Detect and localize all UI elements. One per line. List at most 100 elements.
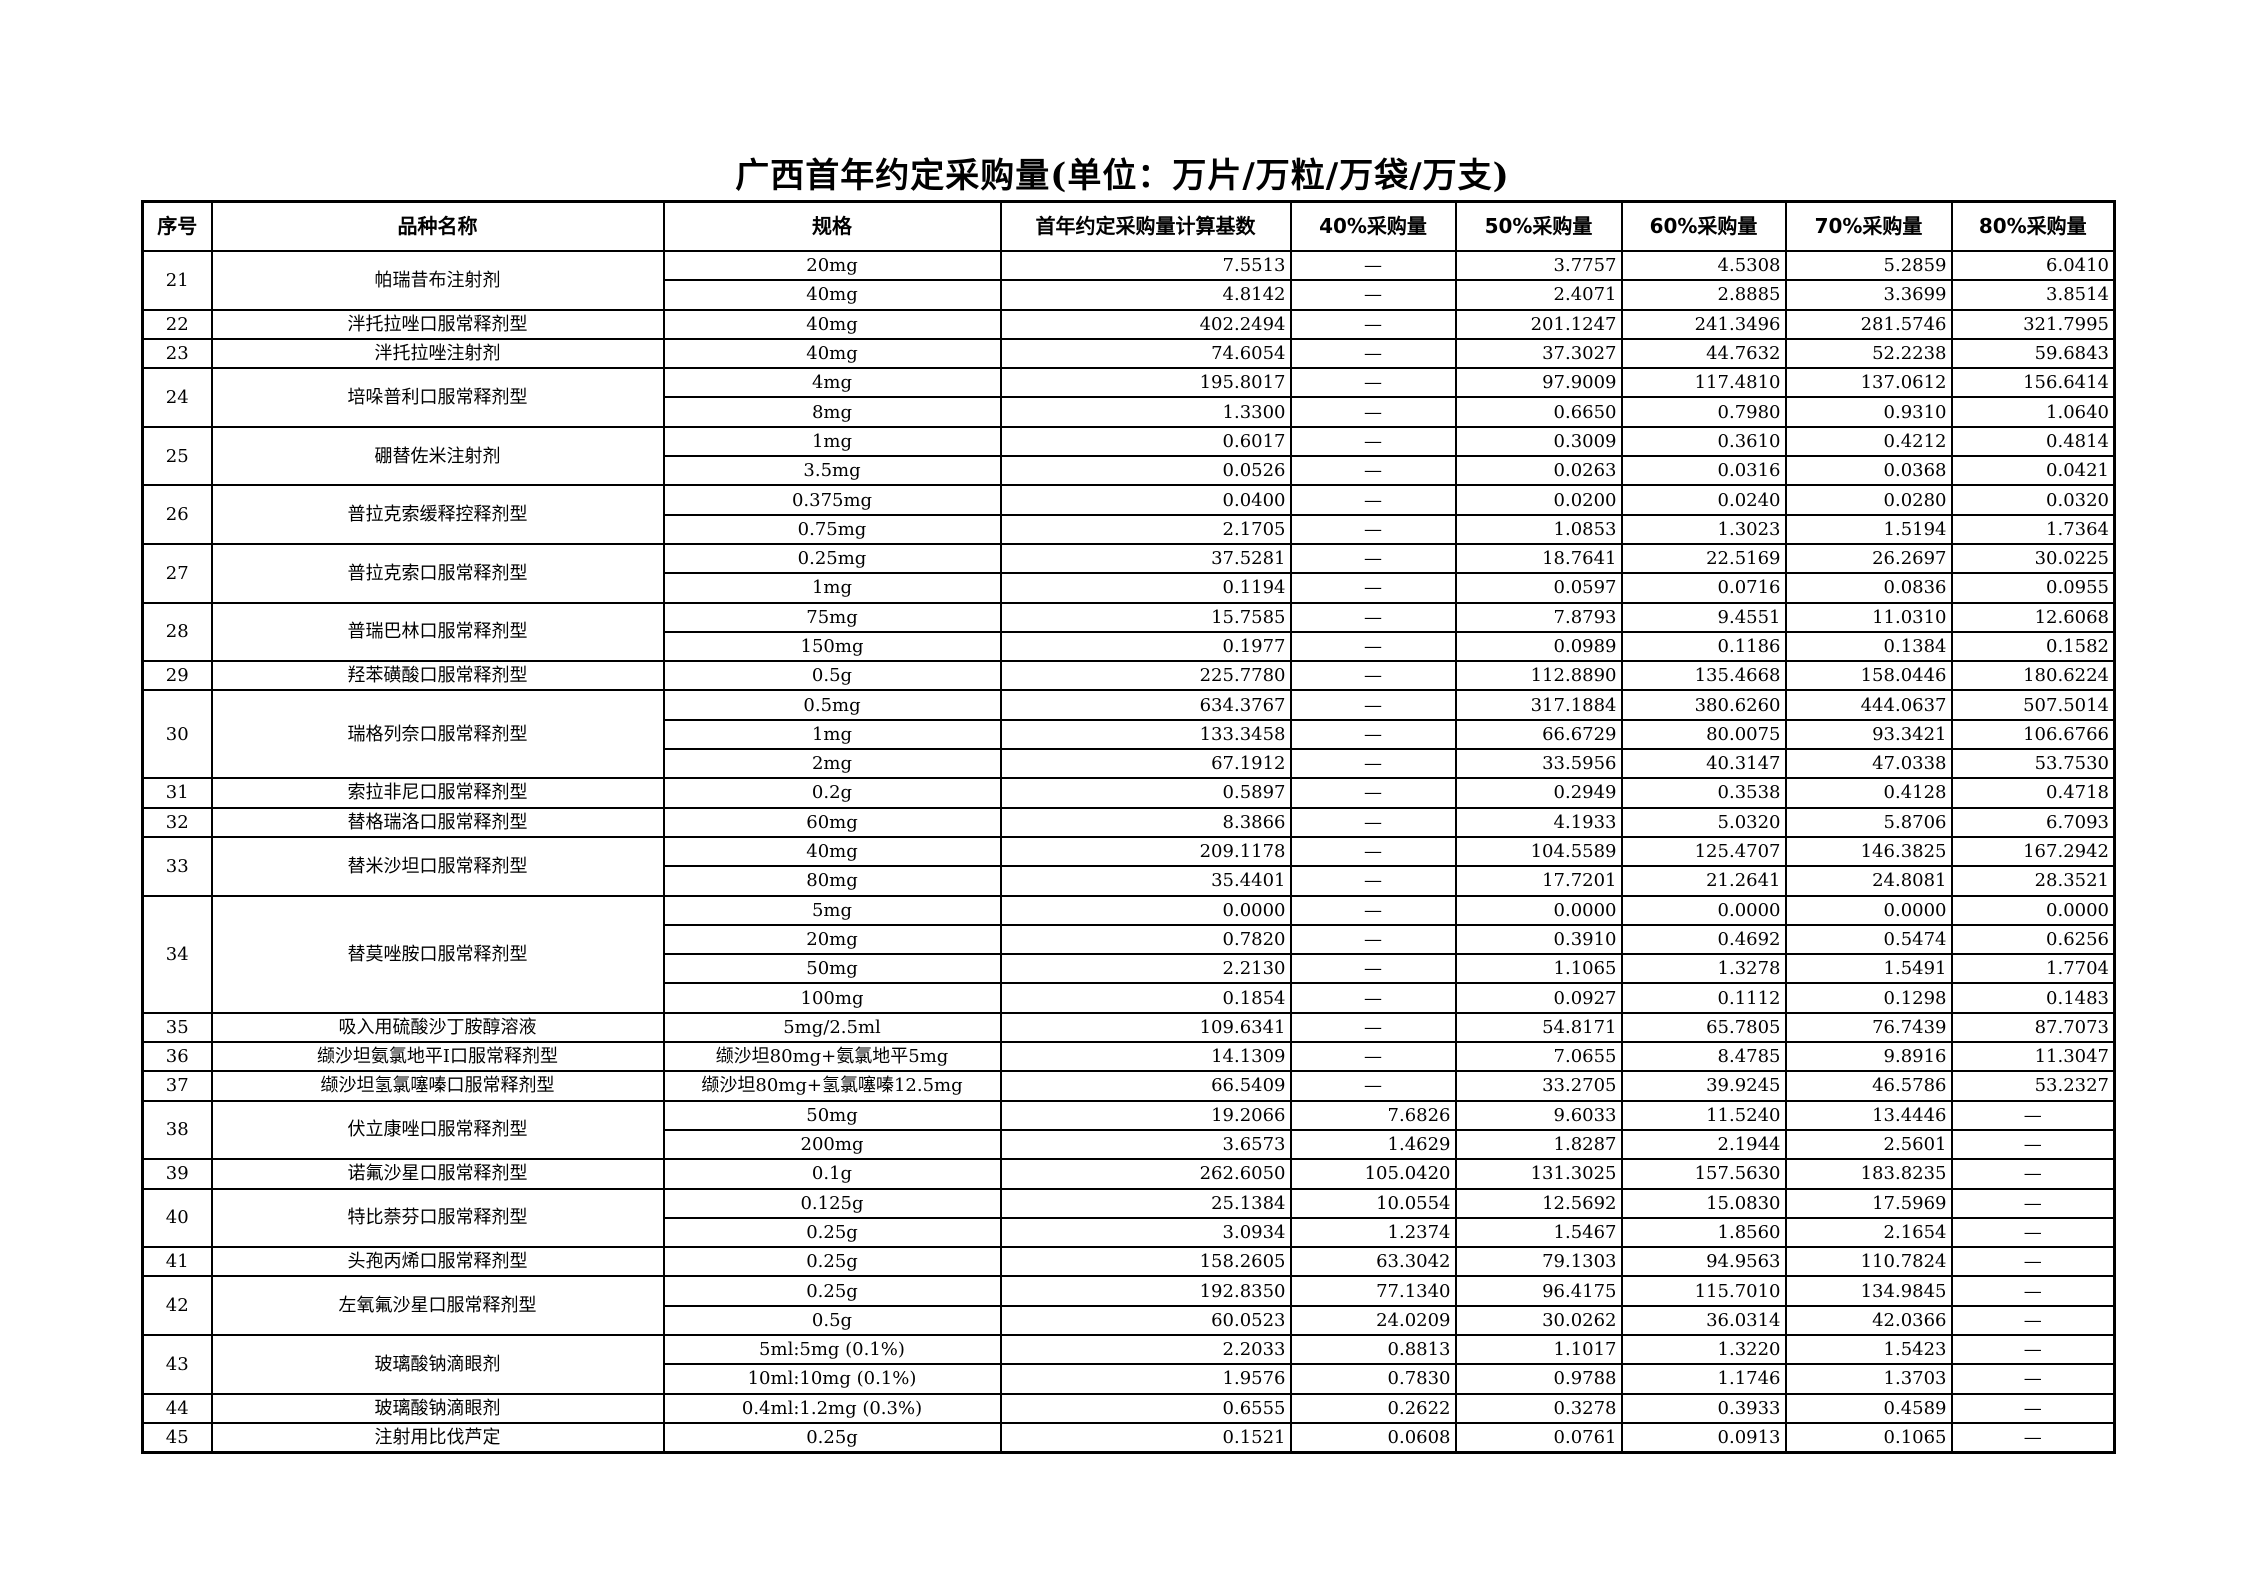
- table-row: 1mg 0.1194—0.0597 0.0716 0.0836 0.0955: [143, 572, 2116, 604]
- cell-qty-50: 3.7757: [1454, 249, 1623, 282]
- item-name: 培哚普利口服常释剂型: [210, 367, 665, 428]
- cell-qty-50: 37.3027: [1454, 337, 1623, 370]
- item-number: 33: [141, 835, 213, 897]
- cell-base: 74.6054: [999, 337, 1292, 370]
- cell-qty-40: —: [1289, 455, 1457, 487]
- cell-qty-40: 77.1340: [1289, 1275, 1457, 1307]
- cell-spec: 5mg/2.5ml: [662, 1011, 1002, 1044]
- item-number: 34: [141, 894, 213, 1014]
- cell-qty-70: 134.9845: [1784, 1275, 1953, 1307]
- cell-qty-40: —: [1289, 542, 1457, 575]
- cell-qty-40: —: [1289, 367, 1457, 399]
- cell-spec: 0.25g: [662, 1216, 1002, 1249]
- table-row: 10ml:10mg (0.1%) 1.9576 0.7830 0.9788 1.1746…: [143, 1363, 2116, 1395]
- cell-qty-40: —: [1289, 396, 1457, 428]
- cell-qty-80: 11.3047: [1950, 1041, 2116, 1073]
- cell-spec: 0.5g: [662, 1304, 1002, 1336]
- cell-qty-80: 167.2942: [1950, 835, 2116, 868]
- cell-qty-60: 11.5240: [1620, 1099, 1787, 1131]
- item-number: 40: [141, 1187, 213, 1249]
- cell-base: 0.0000: [999, 894, 1292, 926]
- table-row: 40 特比萘芬口服常释剂型 0.125g 25.1384 10.0554 12.5692 1…: [141, 1187, 2116, 1249]
- item-number: 44: [141, 1392, 213, 1424]
- cell-qty-70: 0.0368: [1784, 455, 1953, 487]
- cell-qty-80: 0.0955: [1950, 572, 2116, 604]
- item-name: 替莫唑胺口服常释剂型: [210, 894, 665, 1014]
- cell-qty-50: 1.0853: [1454, 513, 1623, 545]
- cell-qty-80: —: [1950, 1128, 2116, 1161]
- cell-base: 0.0400: [999, 484, 1292, 516]
- cell-qty-40: 24.0209: [1289, 1304, 1457, 1336]
- cell-qty-80: 1.7704: [1950, 953, 2116, 985]
- cell-base: 1.3300: [999, 396, 1292, 428]
- cell-spec: 10ml:10mg (0.1%): [662, 1363, 1002, 1395]
- cell-qty-50: 7.0655: [1454, 1041, 1623, 1073]
- table-row: 45 注射用比伐芦定 0.25g 0.1521 0.0608 0.0761 0.0913 0.…: [141, 1421, 2116, 1454]
- header-80: 80%采购量: [1950, 200, 2116, 252]
- cell-base: 0.1977: [999, 630, 1292, 663]
- cell-qty-50: 317.1884: [1454, 689, 1623, 721]
- item-name: 伏立康唑口服常释剂型: [210, 1099, 665, 1161]
- item-number: 30: [141, 689, 213, 780]
- cell-qty-40: 7.6826: [1289, 1099, 1457, 1131]
- item-number: 27: [141, 542, 213, 604]
- cell-spec: 0.25mg: [662, 542, 1002, 575]
- cell-qty-40: —: [1289, 601, 1457, 633]
- cell-spec: 0.4ml:1.2mg (0.3%): [662, 1392, 1002, 1424]
- cell-qty-50: 12.5692: [1454, 1187, 1623, 1219]
- cell-qty-40: —: [1289, 689, 1457, 721]
- cell-base: 60.0523: [999, 1304, 1292, 1336]
- table-row: 0.5g 60.0523 24.0209 30.0262 36.0314 42.0366—: [143, 1304, 2116, 1336]
- table-row: 35 吸入用硫酸沙丁胺醇溶液 5mg/2.5ml 109.6341—54.8171 65…: [141, 1011, 2116, 1044]
- cell-base: 3.0934: [999, 1216, 1292, 1249]
- page-title: 广西首年约定采购量(单位：万片/万粒/万袋/万支): [735, 156, 1510, 196]
- item-name: 特比萘芬口服常释剂型: [210, 1187, 665, 1249]
- cell-qty-70: 146.3825: [1784, 835, 1953, 868]
- cell-qty-70: 52.2238: [1784, 337, 1953, 370]
- cell-qty-50: 0.0989: [1454, 630, 1623, 663]
- header-40: 40%采购量: [1289, 200, 1457, 252]
- cell-qty-60: 380.6260: [1620, 689, 1787, 721]
- table-row: 41 头孢丙烯口服常释剂型 0.25g 158.2605 63.3042 79.1303 9…: [141, 1246, 2116, 1278]
- cell-qty-80: 87.7073: [1950, 1011, 2116, 1044]
- cell-qty-40: —: [1289, 249, 1457, 282]
- item-number: 26: [141, 484, 213, 545]
- cell-qty-50: 7.8793: [1454, 601, 1623, 633]
- cell-qty-60: 0.1186: [1620, 630, 1787, 663]
- table-row: 36 缬沙坦氨氯地平Ⅰ口服常释剂型 缬沙坦80mg+氨氯地平5mg 14.1309—7…: [141, 1041, 2116, 1073]
- cell-base: 109.6341: [999, 1011, 1292, 1044]
- cell-qty-70: 0.0836: [1784, 572, 1953, 604]
- cell-qty-80: 0.0320: [1950, 484, 2116, 516]
- cell-qty-40: —: [1289, 1070, 1457, 1102]
- cell-qty-80: —: [1950, 1216, 2116, 1249]
- item-number: 37: [141, 1070, 213, 1102]
- table-row: 26 普拉克索缓释控释剂型 0.375mg 0.0400—0.0200 0.0240 0.…: [141, 484, 2116, 545]
- cell-qty-50: 1.1017: [1454, 1333, 1623, 1366]
- table-row: 34 替莫唑胺口服常释剂型 5mg 0.0000—0.0000 0.0000 0.0000…: [141, 894, 2116, 1014]
- cell-qty-60: 0.1112: [1620, 982, 1787, 1014]
- cell-qty-40: —: [1289, 1041, 1457, 1073]
- cell-qty-40: —: [1289, 953, 1457, 985]
- cell-qty-60: 0.3538: [1620, 777, 1787, 809]
- cell-base: 0.5897: [999, 777, 1292, 809]
- cell-qty-70: 110.7824: [1784, 1246, 1953, 1278]
- cell-qty-80: 0.4718: [1950, 777, 2116, 809]
- item-number: 32: [141, 806, 213, 838]
- cell-qty-50: 79.1303: [1454, 1246, 1623, 1278]
- cell-qty-50: 0.2949: [1454, 777, 1623, 809]
- cell-qty-40: —: [1289, 923, 1457, 956]
- cell-spec: 0.5mg: [662, 689, 1002, 721]
- item-name: 注射用比伐芦定: [210, 1421, 665, 1454]
- cell-base: 0.6017: [999, 425, 1292, 458]
- cell-qty-70: 1.5194: [1784, 513, 1953, 545]
- cell-qty-70: 137.0612: [1784, 367, 1953, 399]
- cell-spec: 0.25g: [662, 1421, 1002, 1454]
- cell-qty-40: —: [1289, 630, 1457, 663]
- cell-qty-70: 5.8706: [1784, 806, 1953, 838]
- cell-spec: 40mg: [662, 279, 1002, 311]
- cell-qty-80: —: [1950, 1099, 2116, 1131]
- cell-qty-50: 0.6650: [1454, 396, 1623, 428]
- item-name: 泮托拉唑口服常释剂型: [210, 308, 665, 340]
- item-number: 39: [141, 1158, 213, 1190]
- header-50: 50%采购量: [1454, 200, 1623, 252]
